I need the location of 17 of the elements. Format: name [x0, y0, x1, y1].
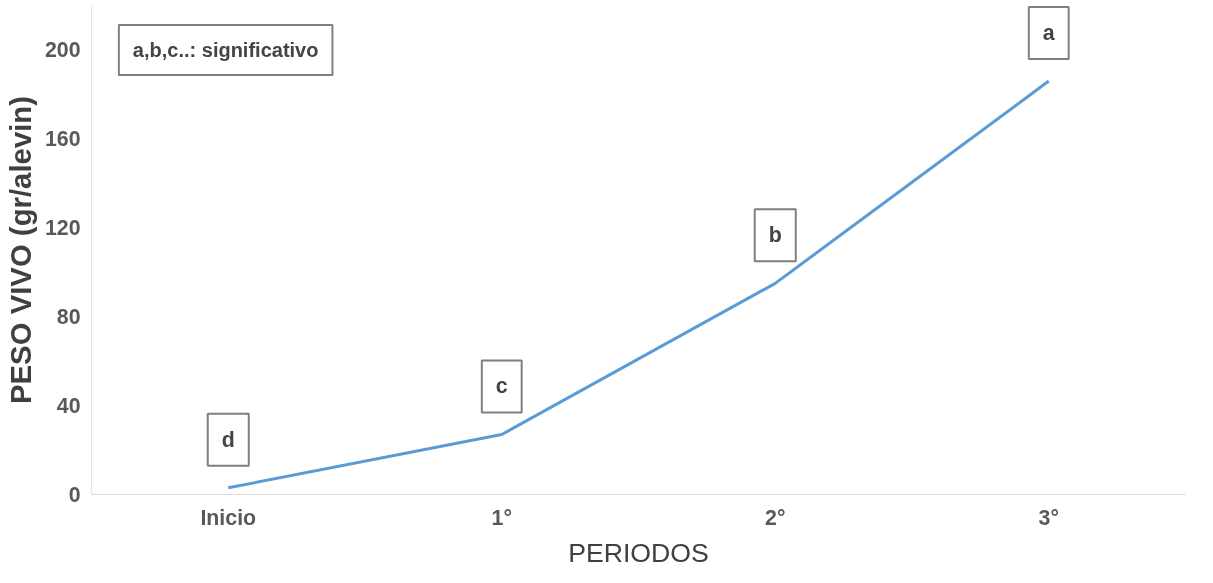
y-tick-label: 80: [56, 305, 81, 330]
x-tick-label: 1°: [491, 505, 512, 530]
x-axis-title: PERIODOS: [568, 537, 709, 568]
y-axis-title: PESO VIVO (gr/alevin): [3, 95, 37, 405]
annotation: a,b,c..: significativo: [132, 38, 319, 61]
y-tick-label: 40: [56, 394, 81, 419]
annotation: d: [221, 427, 235, 452]
annotation: a: [1042, 21, 1055, 46]
annotation: c: [495, 374, 508, 399]
y-tick-label: 160: [44, 127, 81, 152]
x-tick-label: 2°: [765, 505, 786, 530]
y-tick-label: 120: [44, 216, 81, 241]
y-tick-label: 0: [68, 483, 81, 507]
y-tick-label: 200: [44, 38, 81, 63]
x-tick-label: 3°: [1038, 505, 1059, 530]
x-tick-label: Inicio: [200, 505, 257, 530]
annotation: b: [768, 223, 782, 248]
